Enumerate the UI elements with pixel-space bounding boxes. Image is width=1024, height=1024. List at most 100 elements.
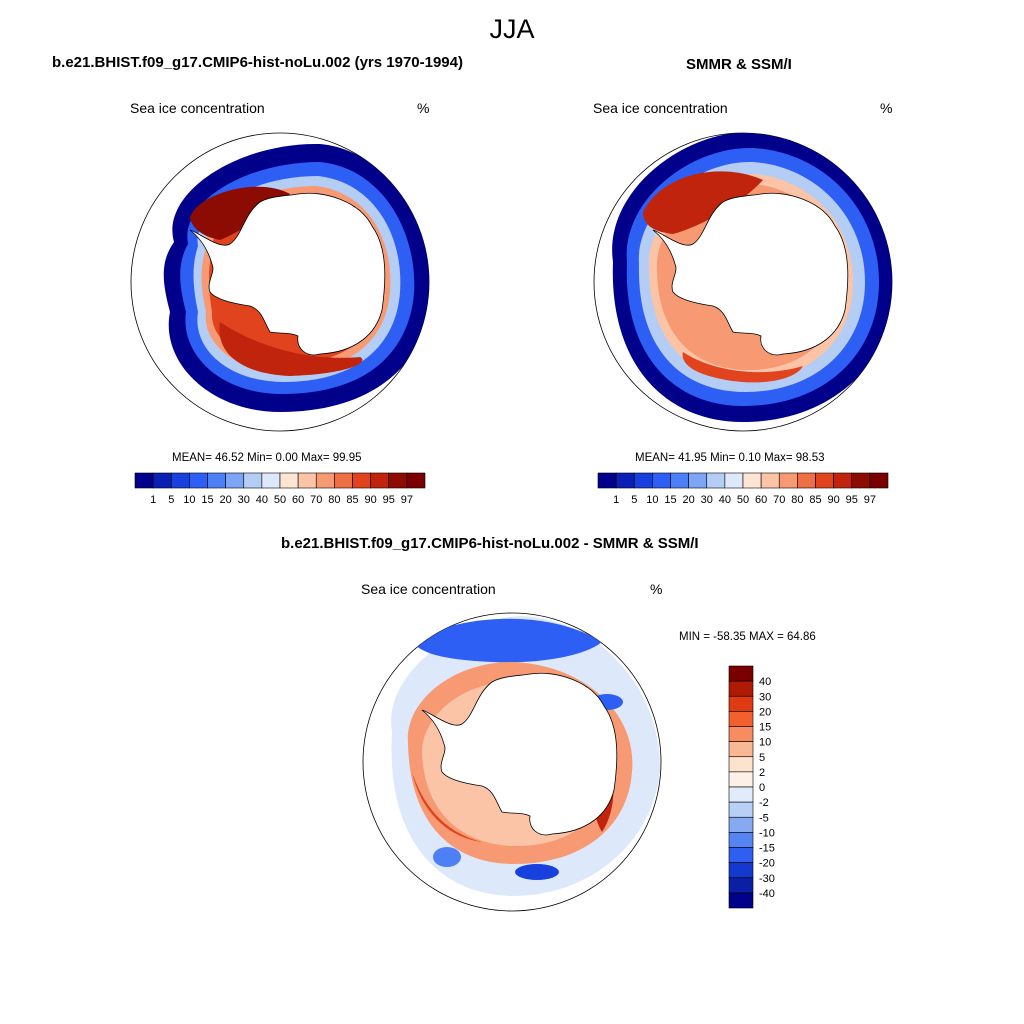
model-stats-label: MEAN= 46.52 Min= 0.00 Max= 99.95 — [172, 452, 362, 464]
model-colorbar-label: 85 — [346, 494, 358, 506]
obs-colorbar-box — [778, 472, 798, 489]
obs-colorbar-box — [688, 472, 708, 489]
model-colorbar-box — [134, 472, 154, 489]
diff-colorbar-label: -5 — [759, 812, 769, 824]
obs-colorbar-label: 50 — [737, 494, 749, 506]
obs-colorbar-label: 5 — [631, 494, 637, 506]
diff-colorbar-box — [728, 816, 754, 833]
obs-stats-label: MEAN= 41.95 Min= 0.10 Max= 98.53 — [635, 452, 825, 464]
diff-colorbar-label: 2 — [759, 767, 765, 779]
diff-colorbar-box — [728, 756, 754, 773]
diff-colorbar-box — [728, 741, 754, 758]
diff-colorbar-box — [728, 726, 754, 742]
obs-panel-title: SMMR & SSM/I — [686, 56, 792, 73]
obs-colorbar-label: 30 — [701, 494, 713, 506]
model-colorbar-label: 30 — [238, 494, 250, 506]
model-colorbar-box — [261, 472, 281, 489]
obs-colorbar-label: 40 — [719, 494, 731, 506]
model-colorbar-label: 1 — [150, 494, 156, 506]
obs-colorbar-label: 80 — [791, 494, 803, 506]
model-colorbar-label: 20 — [220, 494, 232, 506]
model-colorbar-box — [370, 472, 390, 489]
obs-colorbar-box — [633, 472, 653, 489]
diff-colorbar-box — [728, 771, 754, 788]
model-colorbar-box — [189, 472, 208, 489]
diff-colorbar-label: -10 — [759, 827, 775, 839]
obs-colorbar-box — [615, 472, 635, 489]
model-colorbar-label: 50 — [274, 494, 286, 506]
obs-colorbar-box — [833, 472, 853, 489]
model-colorbar-box — [152, 472, 172, 489]
model-colorbar-label: 60 — [292, 494, 304, 506]
diff-colorbar-box — [728, 680, 754, 697]
model-colorbar-label: 80 — [328, 494, 340, 506]
diff-colorbar-label: 10 — [759, 737, 771, 749]
model-colorbar-box — [243, 472, 263, 489]
diff-colorbar-label: 0 — [759, 782, 765, 794]
obs-colorbar: 1 5 10 15 20 30 40 50 60 70 80 85 90 95 97 — [597, 472, 889, 506]
model-colorbar-label: 90 — [365, 494, 377, 506]
obs-colorbar-box — [869, 472, 889, 489]
diff-colorbar-box — [728, 695, 754, 712]
obs-colorbar-label: 20 — [683, 494, 695, 506]
obs-colorbar-label: 70 — [773, 494, 785, 506]
model-polar-map — [130, 132, 430, 432]
obs-colorbar-box — [724, 472, 744, 489]
obs-colorbar-box — [652, 472, 671, 489]
diff-colorbar-box — [728, 786, 754, 803]
obs-colorbar-label: 1 — [613, 494, 619, 506]
model-colorbar-box — [207, 472, 226, 489]
diff-colorbar-label: -15 — [759, 843, 775, 855]
diff-colorbar-label: 15 — [759, 722, 771, 734]
model-colorbar-box — [297, 472, 317, 489]
obs-colorbar-box — [597, 472, 617, 489]
model-variable-label: Sea ice concentration — [130, 100, 265, 116]
diff-stats-label: MIN = -58.35 MAX = 64.86 — [679, 631, 816, 643]
model-colorbar-label: 40 — [256, 494, 268, 506]
model-colorbar-label: 95 — [383, 494, 395, 506]
diff-colorbar-box — [728, 877, 754, 894]
diff-colorbar-box — [728, 892, 754, 909]
obs-colorbar-label: 90 — [828, 494, 840, 506]
diff-colorbar-label: -30 — [759, 873, 775, 885]
diff-polar-map — [362, 612, 662, 912]
diff-colorbar-label: -40 — [759, 888, 775, 900]
obs-colorbar-box — [815, 472, 834, 489]
diff-colorbar-label: 30 — [759, 691, 771, 703]
obs-units-label: % — [880, 100, 893, 116]
model-colorbar-label: 15 — [201, 494, 213, 506]
model-colorbar-box — [334, 472, 353, 489]
diff-variable-label: Sea ice concentration — [361, 581, 496, 597]
model-panel-title: b.e21.BHIST.f09_g17.CMIP6-hist-noLu.002 … — [52, 54, 463, 71]
model-units-label: % — [417, 100, 430, 116]
diff-colorbar-label: -2 — [759, 797, 769, 809]
obs-colorbar-label: 10 — [646, 494, 658, 506]
model-colorbar-label: 5 — [168, 494, 174, 506]
model-colorbar-box — [279, 472, 299, 489]
obs-colorbar-box — [670, 472, 689, 489]
obs-colorbar-label: 60 — [755, 494, 767, 506]
obs-colorbar-label: 15 — [664, 494, 676, 506]
model-colorbar-box — [170, 472, 190, 489]
model-colorbar: 1 5 10 15 20 30 40 50 60 70 80 85 90 95 97 — [134, 472, 426, 506]
diff-colorbar-box — [728, 711, 754, 727]
model-colorbar-box — [315, 472, 335, 489]
diff-units-label: % — [650, 581, 663, 597]
diff-colorbar-box — [728, 665, 754, 682]
obs-variable-label: Sea ice concentration — [593, 100, 728, 116]
obs-colorbar-box — [851, 472, 871, 489]
obs-colorbar-box — [706, 472, 726, 489]
figure-title: JJA — [489, 14, 535, 44]
diff-colorbar-box — [728, 847, 754, 863]
diff-colorbar-box — [728, 832, 754, 848]
diff-colorbar-box — [728, 862, 754, 879]
obs-colorbar-box — [742, 472, 762, 489]
obs-colorbar-label: 95 — [846, 494, 858, 506]
model-colorbar-box — [352, 472, 371, 489]
diff-colorbar-label: 5 — [759, 752, 765, 764]
model-colorbar-label: 70 — [310, 494, 322, 506]
model-colorbar-label: 97 — [401, 494, 413, 506]
diff-colorbar-box — [728, 801, 754, 818]
model-colorbar-box — [225, 472, 245, 489]
